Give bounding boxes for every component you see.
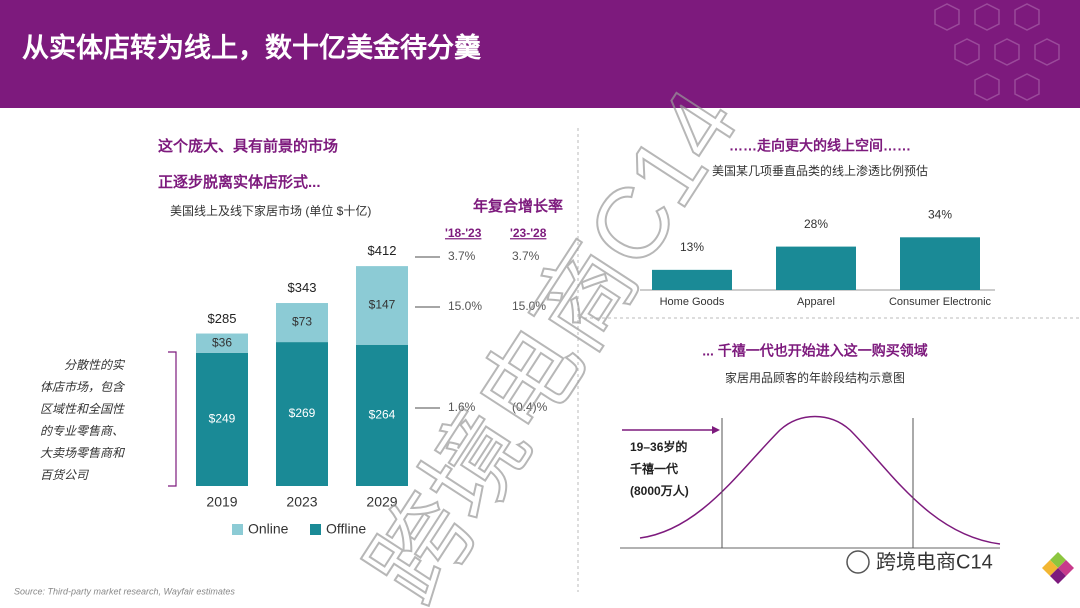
legend-swatch bbox=[310, 524, 321, 535]
bar-chart: 13% Home Goods 28% Apparel 34% Consumer Elect… bbox=[652, 207, 992, 308]
bar-segment bbox=[276, 303, 328, 343]
diagram-label: 千禧一代 bbox=[630, 461, 678, 476]
note-line: 分散性的实 bbox=[64, 358, 126, 372]
x-tick-label: Apparel bbox=[797, 296, 835, 308]
brand-icon bbox=[846, 550, 870, 574]
chart-title: 正逐步脱离实体店形式... bbox=[158, 173, 321, 191]
bar-segment bbox=[356, 344, 408, 486]
cagr-header: '18-'23 bbox=[445, 226, 482, 240]
segment-label: $147 bbox=[369, 298, 396, 312]
value-label: 34% bbox=[928, 207, 952, 221]
segment-label: $73 bbox=[292, 315, 312, 329]
chart-title: ……走向更大的线上空间…… bbox=[729, 138, 911, 154]
total-label: $343 bbox=[288, 280, 317, 295]
chart-subtitle: 美国线上及线下家居市场 (单位 $十亿) bbox=[170, 203, 371, 218]
x-tick-label: 2019 bbox=[206, 494, 237, 510]
bracket bbox=[168, 351, 177, 487]
cagr-table: 3.7% 3.7% 15.0% 15.0% 1.6% (0.4)% bbox=[415, 249, 548, 414]
note-line: 体店市场，包含 bbox=[40, 380, 126, 394]
value-label: 13% bbox=[680, 240, 704, 254]
x-tick-label: Consumer Electronic bbox=[889, 296, 992, 308]
source: Source: Third-party market research, Way… bbox=[14, 586, 235, 596]
segment-label: $264 bbox=[369, 408, 396, 422]
age-curve bbox=[639, 415, 1001, 545]
legend-label: Offline bbox=[326, 521, 366, 537]
note-line: 区域性和全国性 bbox=[40, 402, 125, 416]
cagr-value: 15.0% bbox=[512, 299, 546, 313]
bar bbox=[652, 269, 732, 290]
total-label: $285 bbox=[208, 311, 237, 326]
segment-label: $249 bbox=[209, 412, 236, 426]
cagr-value: 15.0% bbox=[448, 299, 482, 313]
x-tick-label: 2023 bbox=[286, 494, 317, 510]
arrow-head bbox=[712, 426, 720, 434]
chart-subtitle: 美国某几项垂直品类的线上渗透比例预估 bbox=[712, 163, 928, 178]
cagr-title: 年复合增长率 bbox=[473, 197, 563, 215]
cagr-header: '23-'28 bbox=[510, 226, 547, 240]
bar-segment bbox=[276, 342, 328, 486]
diagram-title: ... 千禧一代也开始进入这一购买领域 bbox=[702, 343, 928, 359]
stacked-bar-chart: $249 $36 $285 2019 $269 $73 $343 2023 $264 $147 $4… bbox=[196, 243, 408, 537]
bar-segment bbox=[356, 266, 408, 345]
x-tick-label: Home Goods bbox=[660, 296, 725, 308]
bar bbox=[900, 237, 980, 290]
legend-swatch bbox=[232, 524, 243, 535]
bar-segment bbox=[196, 352, 248, 486]
logo bbox=[1042, 552, 1074, 584]
x-tick-label: 2029 bbox=[366, 494, 397, 510]
bar bbox=[776, 246, 856, 290]
segment-label: $269 bbox=[289, 406, 316, 420]
chart-title: 这个庞大、具有前景的市场 bbox=[158, 137, 338, 155]
note-line: 大卖场零售商和 bbox=[40, 446, 126, 460]
cagr-value: 3.7% bbox=[512, 249, 540, 263]
header-band bbox=[0, 0, 1080, 108]
brand: 跨境电商C14 bbox=[876, 550, 993, 573]
legend-label: Online bbox=[248, 521, 289, 537]
bar-segment bbox=[196, 333, 248, 353]
header-decoration bbox=[934, 3, 1060, 101]
total-label: $412 bbox=[368, 243, 397, 258]
cagr-value: 1.6% bbox=[448, 400, 476, 414]
slide-title: 从实体店转为线上，数十亿美金待分羹 bbox=[22, 32, 482, 63]
segment-label: $36 bbox=[212, 335, 232, 349]
diagram-subtitle: 家居用品顾客的年龄段结构示意图 bbox=[725, 370, 905, 385]
cagr-value: (0.4)% bbox=[512, 400, 548, 414]
diagram-label: 19–36岁的 bbox=[630, 439, 687, 454]
diagram-label: (8000万人) bbox=[630, 483, 689, 498]
value-label: 28% bbox=[804, 217, 828, 231]
note-line: 百货公司 bbox=[40, 468, 89, 482]
cagr-value: 3.7% bbox=[448, 249, 476, 263]
note-line: 的专业零售商、 bbox=[40, 424, 124, 438]
